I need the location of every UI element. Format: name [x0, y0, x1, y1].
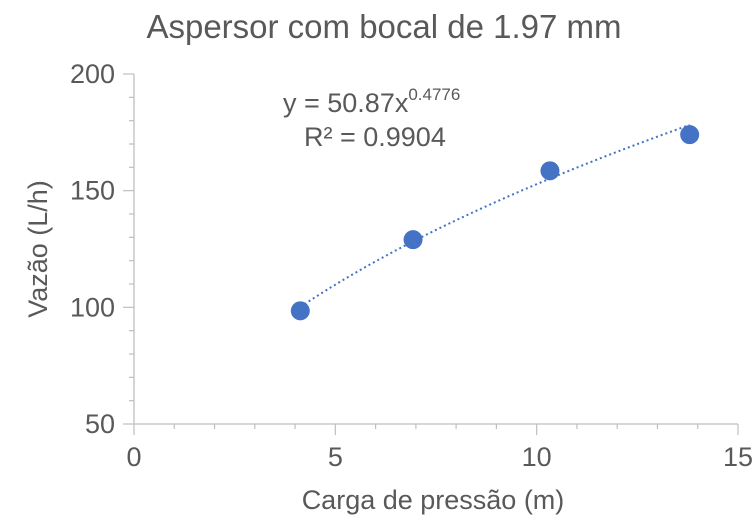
data-point — [290, 301, 310, 321]
y-tick-label: 100 — [70, 292, 115, 322]
data-point — [680, 125, 700, 145]
r-squared-label: R² = 0.9904 — [304, 122, 446, 152]
x-axis-label: Carga de pressão (m) — [302, 485, 565, 515]
data-point — [403, 230, 423, 250]
y-tick-label: 200 — [70, 59, 115, 89]
trendline-group — [299, 123, 691, 308]
equation-exponent: 0.4776 — [408, 85, 460, 104]
data-point — [540, 161, 560, 181]
x-tick-label: 10 — [522, 442, 552, 472]
x-tick-label: 5 — [328, 442, 343, 472]
axes: 50 100 150 200 0 5 10 15 — [70, 59, 753, 472]
y-tick-label: 150 — [70, 176, 115, 206]
trendline-equation: y = 50.87x0.4776 — [283, 85, 460, 118]
trendline — [299, 123, 691, 308]
chart-title: Aspersor com bocal de 1.97 mm — [146, 8, 621, 45]
y-axis-label: Vazão (L/h) — [23, 180, 53, 318]
y-tick-label: 50 — [85, 409, 115, 439]
equation-base: y = 50.87x — [283, 88, 409, 118]
x-tick-label: 0 — [126, 442, 141, 472]
x-tick-label: 15 — [723, 442, 753, 472]
data-points — [290, 125, 700, 321]
